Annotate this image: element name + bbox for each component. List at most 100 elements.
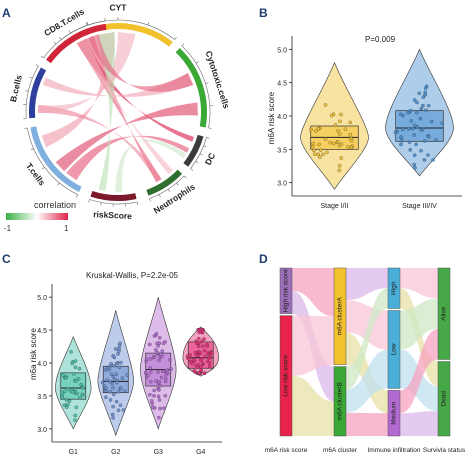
data-point [400, 139, 404, 143]
data-point [310, 144, 315, 149]
data-point [393, 130, 398, 135]
data-point [105, 366, 110, 370]
data-point [312, 152, 317, 156]
legend-min-label: -1 [4, 224, 12, 233]
legend-title: correlation [34, 200, 76, 210]
alluvial-flow [400, 411, 438, 436]
alluvial-node [279, 267, 293, 314]
data-point [413, 123, 417, 128]
data-point [151, 405, 155, 409]
data-point [152, 388, 156, 393]
data-point [148, 379, 153, 384]
chord-sector-tick [100, 202, 102, 206]
data-point [148, 366, 152, 370]
chord-sector-tick [86, 22, 88, 26]
chord-sector-tick [181, 43, 185, 47]
chord-sector-label: CYT [110, 2, 128, 12]
data-point [423, 90, 427, 95]
data-point [109, 362, 114, 366]
alluvial-flow [346, 288, 388, 390]
alluvial-nodes: High risk score Low risk score m6A cluster… [279, 267, 451, 437]
alluvial-axis-label: m6A risk score [265, 447, 308, 454]
chord-sector-tick [174, 36, 177, 40]
alluvial-node-label: m6A clusterB [337, 382, 344, 420]
data-point [110, 412, 115, 417]
data-point [149, 370, 153, 375]
chord-sector-tick [199, 153, 203, 156]
data-point [210, 351, 214, 355]
data-point [111, 386, 115, 390]
chord-link [38, 32, 136, 113]
chord-links [38, 32, 198, 192]
alluvial-node-label: Alive [441, 306, 448, 320]
chord-sector-tick [149, 198, 151, 202]
data-point [114, 399, 119, 404]
data-point [412, 98, 417, 102]
data-point [197, 336, 201, 341]
chord-sector-arc [90, 190, 137, 201]
data-point [193, 350, 198, 355]
alluvial-axis-label: Survivla status [423, 447, 466, 454]
data-point [112, 355, 117, 360]
data-point [207, 356, 211, 361]
data-point [202, 337, 206, 341]
data-point [346, 145, 350, 149]
data-point [144, 357, 149, 362]
panel-c-letter: C [2, 252, 11, 266]
y-tick-label: 5.0 [277, 47, 287, 54]
x-tick-label: G4 [196, 449, 205, 456]
data-point [159, 352, 163, 356]
alluvial-flow [292, 315, 334, 376]
x-tick-label: G3 [154, 449, 163, 456]
data-point [105, 378, 109, 382]
data-point [349, 145, 354, 150]
data-point [337, 168, 342, 173]
data-point [201, 344, 205, 348]
data-point [157, 398, 162, 402]
data-point [208, 353, 212, 358]
data-point [412, 162, 416, 167]
data-point [116, 352, 120, 356]
data-point [419, 148, 423, 153]
data-point [69, 350, 73, 354]
chord-sector-tick [195, 161, 199, 164]
data-point [164, 373, 168, 377]
data-point [440, 121, 444, 126]
data-point [429, 119, 434, 124]
data-point [160, 349, 165, 353]
alluvial-node [333, 267, 347, 365]
x-tick-label: G2 [111, 449, 120, 456]
chord-sector-tick [35, 64, 39, 67]
data-point [114, 380, 119, 385]
data-point [157, 415, 161, 420]
data-point [426, 103, 431, 108]
chord-sector-label: B.cells [8, 74, 24, 103]
chord-sector-tick [195, 61, 199, 64]
data-point [73, 359, 78, 363]
data-point [113, 347, 118, 351]
panel-a-letter: A [2, 6, 11, 20]
data-point [148, 392, 152, 397]
chord-sector-tick [57, 182, 60, 186]
data-point [401, 127, 405, 132]
data-point [331, 141, 336, 146]
data-point [424, 108, 428, 112]
data-point [157, 358, 161, 363]
data-point [121, 408, 126, 412]
alluvial-flows [292, 268, 438, 436]
data-point [165, 368, 169, 373]
y-tick-label: 3.0 [37, 427, 47, 434]
data-point [410, 126, 415, 131]
data-point [148, 342, 152, 347]
data-point [196, 328, 201, 332]
y-tick-label: 3.0 [277, 181, 287, 188]
data-point [157, 388, 161, 392]
alluvial-node-label: High [391, 281, 398, 295]
alluvial-node-label: Low [391, 343, 398, 355]
data-point [421, 95, 426, 99]
chord-sector-label: Cytotoxic.cells [204, 50, 232, 110]
alluvial-node-label: Dead [441, 391, 448, 407]
data-point [104, 395, 108, 400]
data-point [333, 123, 338, 127]
data-point [118, 403, 123, 407]
